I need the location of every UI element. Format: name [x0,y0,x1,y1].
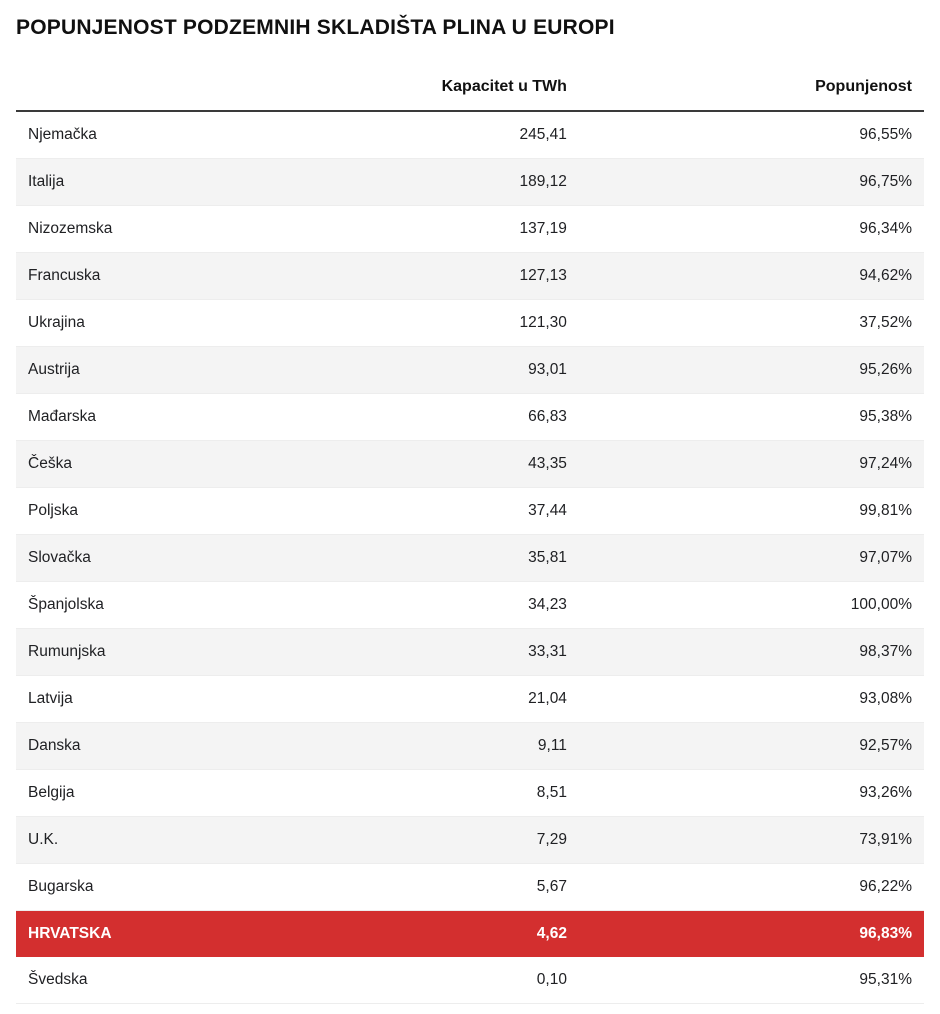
capacity-cell: 66,83 [288,393,579,441]
fill-cell: 100,00% [578,581,924,629]
table-row: Danska 9,11 92,57% [16,722,924,770]
fill-cell: 37,52% [578,299,924,347]
table-row: Belgija 8,51 93,26% [16,769,924,817]
table-row: Rumunjska 33,31 98,37% [16,628,924,676]
table-row: Ukrajina 121,30 37,52% [16,299,924,347]
table-row: Mađarska 66,83 95,38% [16,393,924,441]
capacity-cell: 5,67 [288,863,579,911]
country-cell: Slovačka [16,534,289,582]
table-row: U.K. 7,29 73,91% [16,816,924,864]
country-cell: Francuska [16,252,289,300]
capacity-cell: 21,04 [288,675,579,723]
country-cell: Švedska [16,957,289,1004]
table-row: Španjolska 34,23 100,00% [16,581,924,629]
country-cell: Češka [16,440,289,488]
table-row: Nizozemska 137,19 96,34% [16,205,924,253]
fill-cell: 95,31% [578,957,924,1004]
capacity-cell: 37,44 [288,487,579,535]
header-capacity: Kapacitet u TWh [288,70,579,112]
fill-cell: 94,62% [578,252,924,300]
capacity-cell: 34,23 [288,581,579,629]
country-cell: Italija [16,158,289,206]
capacity-cell: 9,11 [288,722,579,770]
fill-cell: 96,22% [578,863,924,911]
capacity-cell: 8,51 [288,769,579,817]
capacity-cell: 189,12 [288,158,579,206]
fill-cell: 96,55% [578,111,924,159]
table-row: Latvija 21,04 93,08% [16,675,924,723]
country-cell: Ukrajina [16,299,289,347]
table-body: Njemačka 245,41 96,55% Italija 189,12 96,75% N… [16,111,924,1004]
table-row: Češka 43,35 97,24% [16,440,924,488]
country-cell: Bugarska [16,863,289,911]
table-row: Francuska 127,13 94,62% [16,252,924,300]
fill-cell: 93,26% [578,769,924,817]
table-row: Poljska 37,44 99,81% [16,487,924,535]
storage-table: Kapacitet u TWh Popunjenost Njemačka 245,… [16,70,924,1004]
country-cell: HRVATSKA [28,925,112,942]
capacity-cell: 245,41 [288,111,579,159]
fill-cell: 73,91% [578,816,924,864]
fill-cell: 96,75% [578,158,924,206]
capacity-cell: 4,62 [536,925,567,942]
capacity-cell: 121,30 [288,299,579,347]
table-header: Kapacitet u TWh Popunjenost [16,70,924,112]
country-cell: Danska [16,722,289,770]
country-cell: U.K. [16,816,289,864]
country-cell: Belgija [16,769,289,817]
table-row: Italija 189,12 96,75% [16,158,924,206]
fill-cell: 95,38% [578,393,924,441]
fill-cell: 96,83% [859,925,912,942]
country-cell: Mađarska [16,393,289,441]
capacity-cell: 43,35 [288,440,579,488]
capacity-cell: 137,19 [288,205,579,253]
capacity-cell: 35,81 [288,534,579,582]
country-cell: Latvija [16,675,289,723]
table-row: HRVATSKA 4,62 96,83% [16,910,924,957]
table-row: Švedska 0,10 95,31% [16,957,924,1004]
table-row: Njemačka 245,41 96,55% [16,111,924,159]
country-cell: Rumunjska [16,628,289,676]
table-row: Austrija 93,01 95,26% [16,346,924,394]
fill-cell: 97,07% [578,534,924,582]
table-row: Slovačka 35,81 97,07% [16,534,924,582]
header-country [16,70,289,112]
fill-cell: 97,24% [578,440,924,488]
fill-cell: 96,34% [578,205,924,253]
header-fill: Popunjenost [578,70,924,112]
capacity-cell: 93,01 [288,346,579,394]
fill-cell: 92,57% [578,722,924,770]
header-row: Kapacitet u TWh Popunjenost [16,70,924,112]
country-cell: Španjolska [16,581,289,629]
fill-cell: 93,08% [578,675,924,723]
fill-cell: 99,81% [578,487,924,535]
fill-cell: 95,26% [578,346,924,394]
capacity-cell: 0,10 [288,957,579,1004]
country-cell: Nizozemska [16,205,289,253]
table-row: Bugarska 5,67 96,22% [16,863,924,911]
country-cell: Njemačka [16,111,289,159]
capacity-cell: 33,31 [288,628,579,676]
country-cell: Poljska [16,487,289,535]
page-title: POPUNJENOST PODZEMNIH SKLADIŠTA PLINA U … [16,16,615,39]
capacity-cell: 127,13 [288,252,579,300]
capacity-cell: 7,29 [288,816,579,864]
country-cell: Austrija [16,346,289,394]
fill-cell: 98,37% [578,628,924,676]
